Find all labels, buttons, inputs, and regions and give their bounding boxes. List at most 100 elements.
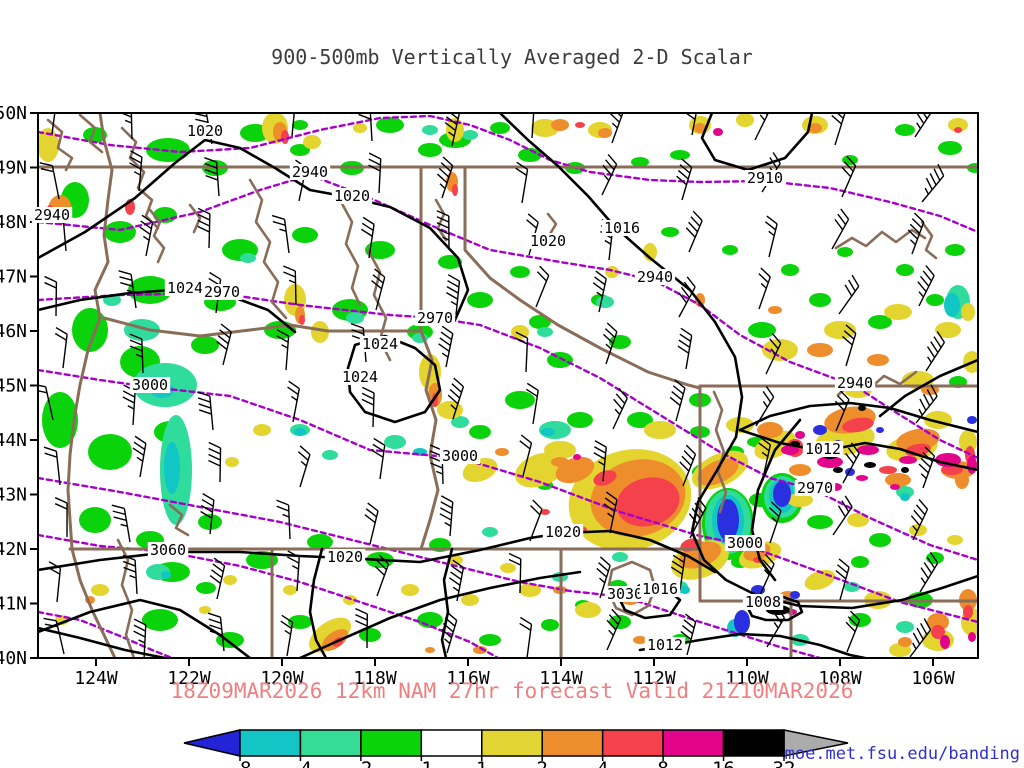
frontogenesis-blob-yellow — [644, 421, 676, 439]
wind-barb-tick — [355, 619, 368, 627]
frontogenesis-blob-red — [842, 417, 874, 433]
banding-site-link[interactable]: moe.met.fsu.edu/banding — [784, 744, 1020, 764]
wind-barb — [919, 551, 939, 593]
lon-label: 116W — [446, 668, 490, 689]
wind-barb-tick — [449, 388, 461, 399]
height-700mb-contours-line — [38, 291, 978, 562]
wind-barb-tick — [674, 379, 686, 389]
river-coast-detail-line — [434, 198, 448, 242]
wind-barb-tick — [436, 210, 450, 217]
wind-barb-tick — [916, 113, 925, 125]
wind-barb-halftick — [920, 577, 926, 584]
frontogenesis-blob-teal — [346, 312, 364, 324]
wind-barb-tick — [439, 513, 452, 521]
wind-barb-tick — [272, 220, 286, 226]
wind-barb-halftick — [135, 353, 143, 358]
wind-barb — [207, 612, 225, 652]
lat-label: 41N — [0, 594, 27, 615]
wind-barb-tick — [54, 332, 67, 341]
wind-barb-tick — [45, 99, 56, 106]
frontogenesis-blob-yellow — [961, 303, 975, 321]
wind-barb-tick — [522, 104, 534, 110]
wind-barb-tick — [200, 504, 213, 513]
frontogenesis-blob-green — [290, 144, 310, 156]
lon-label: 108W — [818, 668, 862, 689]
frontogenesis-blob-green — [896, 264, 914, 276]
frontogenesis-blob-magenta — [795, 431, 805, 439]
wind-barb — [436, 156, 454, 199]
wind-barb-tick — [287, 386, 299, 396]
frontogenesis-blob-green — [191, 336, 219, 354]
wind-barb — [907, 212, 925, 255]
frontogenesis-blob-yellow — [544, 441, 576, 459]
wind-barb — [910, 498, 929, 541]
wind-barb-tick — [762, 390, 772, 403]
wind-barb-tick — [130, 150, 143, 158]
wind-barb-tick — [193, 107, 206, 110]
wind-barb-tick — [919, 398, 927, 411]
contour-label-box — [802, 441, 844, 457]
frontogenesis-blob-green — [505, 391, 535, 409]
wind-barb-tick — [141, 214, 153, 224]
wind-barb — [280, 614, 294, 657]
contour-label-box — [834, 375, 876, 391]
wind-barb-tick — [140, 220, 152, 230]
wind-barb-tick — [918, 498, 929, 510]
wind-barb-tick — [613, 398, 623, 410]
wind-barb-halftick — [614, 408, 621, 415]
wind-barb — [447, 377, 465, 420]
colorbar-tick-label: 2 — [536, 758, 547, 768]
mslp-contours-line — [878, 358, 978, 418]
wind-barb-halftick — [605, 343, 612, 350]
wind-barb — [208, 441, 222, 483]
wind-barb — [596, 556, 611, 599]
wind-barb — [39, 162, 60, 200]
frontogenesis-blob-magenta — [857, 445, 879, 455]
frontogenesis-blob-yellow — [519, 583, 541, 597]
wind-barb-halftick — [760, 282, 767, 289]
wind-barb-tick — [440, 162, 452, 172]
frontogenesis-blob-cyan — [900, 493, 910, 501]
wind-barb-tick — [920, 622, 928, 636]
wind-barb — [677, 327, 693, 370]
wind-barb-tick — [923, 618, 932, 631]
wind-barb — [680, 613, 697, 656]
wind-barb — [122, 384, 136, 426]
wind-barb-tick — [694, 502, 704, 514]
frontogenesis-blob-magenta — [817, 456, 843, 468]
colorbar-segment — [541, 729, 604, 757]
wind-barb — [669, 379, 686, 422]
frontogenesis-blob-green — [418, 143, 442, 157]
wind-barb — [764, 215, 778, 258]
wind-barb-tick — [44, 452, 58, 458]
wind-barb-halftick — [763, 569, 770, 576]
wind-barb-halftick — [290, 395, 298, 401]
wind-barb-tick — [297, 451, 309, 461]
wind-barb — [287, 380, 300, 423]
frontogenesis-blob-red — [593, 470, 617, 486]
wind-barb-halftick — [916, 122, 922, 130]
frontogenesis-blob-green — [307, 534, 333, 550]
wind-barb — [197, 391, 214, 431]
wind-barb-tick — [907, 229, 919, 240]
wind-barb-tick — [367, 502, 379, 512]
wind-barb-tick — [926, 557, 936, 569]
wind-barb-tick — [840, 208, 850, 220]
lon-label: 124W — [74, 668, 118, 689]
wind-barb-tick — [204, 168, 218, 175]
frontogenesis-blob-yellow — [948, 118, 968, 132]
frontogenesis-blob-yellow — [726, 417, 754, 433]
wind-barb — [133, 618, 147, 658]
wind-barb — [371, 437, 386, 480]
frontogenesis-blob-green — [365, 241, 395, 259]
frontogenesis-blob-teal — [896, 621, 914, 633]
wind-barb-tick — [614, 102, 623, 111]
frontogenesis-blob-green — [781, 264, 799, 276]
frontogenesis-blob-blue — [773, 481, 791, 507]
colorbar-tick-label: 8 — [657, 758, 668, 768]
wind-barb-tick — [276, 499, 289, 506]
wind-barb-halftick — [282, 513, 290, 518]
colorbar-segment — [601, 729, 664, 757]
wind-barb — [838, 274, 860, 315]
wind-barb-tick — [525, 388, 538, 397]
